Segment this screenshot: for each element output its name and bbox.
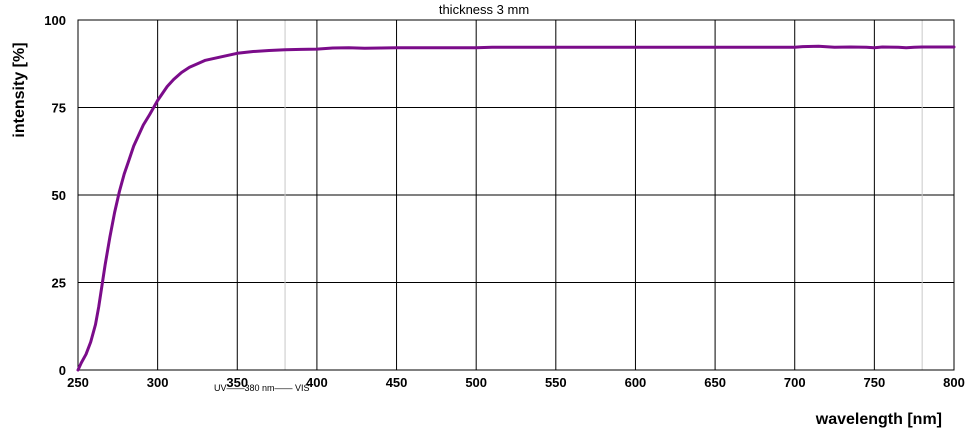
y-tick-label: 100 [44, 13, 66, 28]
plot-frame [77, 19, 955, 371]
series-group [76, 44, 956, 372]
grid [77, 19, 955, 371]
uv-vis-annotation: UV——380 nm—— VIS [214, 383, 310, 393]
y-tick-label: 75 [52, 101, 66, 116]
y-axis-title: intensity [%] [11, 42, 28, 137]
x-axis-title: wavelength [nm] [815, 411, 942, 428]
y-tick-label: 50 [52, 188, 66, 203]
x-tick-label: 800 [943, 375, 965, 390]
x-tick-labels: 250 300 350 400 450 500 550 600 650 700 750 800 [67, 375, 965, 390]
x-tick-label: 450 [386, 375, 408, 390]
reference-lines [284, 20, 923, 370]
x-tick-label: 550 [545, 375, 567, 390]
x-tick-label: 350 [226, 375, 248, 390]
y-tick-label: 0 [59, 363, 66, 378]
x-tick-label: 300 [147, 375, 169, 390]
y-tick-labels: 0 25 50 75 100 [44, 13, 66, 378]
x-tick-label: 250 [67, 375, 89, 390]
chart-title: thickness 3 mm [439, 2, 529, 17]
x-tick-label: 500 [465, 375, 487, 390]
series-line [76, 44, 956, 372]
y-tick-label: 25 [52, 276, 66, 291]
x-tick-label: 650 [704, 375, 726, 390]
x-tick-label: 600 [625, 375, 647, 390]
x-tick-label: 750 [864, 375, 886, 390]
x-tick-label: 400 [306, 375, 328, 390]
x-tick-label: 700 [784, 375, 806, 390]
